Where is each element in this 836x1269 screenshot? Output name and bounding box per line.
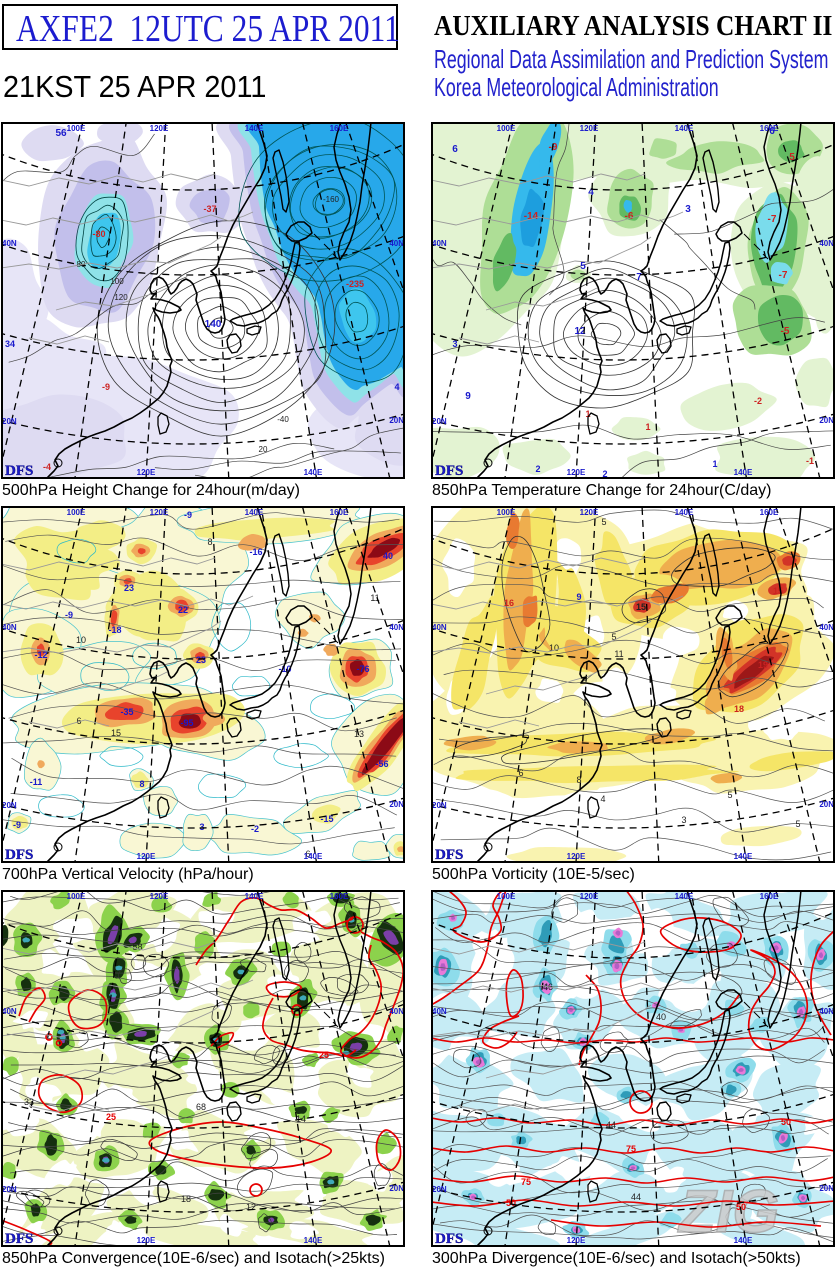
svg-text:-160: -160 xyxy=(323,195,340,204)
svg-text:-235: -235 xyxy=(346,279,364,289)
svg-text:2: 2 xyxy=(535,464,540,474)
svg-text:15: 15 xyxy=(636,602,646,612)
svg-text:-76: -76 xyxy=(356,664,369,674)
svg-text:6: 6 xyxy=(518,768,523,778)
svg-text:100: 100 xyxy=(110,277,124,286)
svg-text:5: 5 xyxy=(611,632,616,642)
svg-text:68: 68 xyxy=(196,1102,206,1112)
svg-text:-1: -1 xyxy=(806,456,814,466)
svg-text:34: 34 xyxy=(5,339,15,349)
svg-text:10: 10 xyxy=(76,635,86,645)
svg-text:12: 12 xyxy=(574,326,586,337)
svg-text:9: 9 xyxy=(576,592,581,602)
svg-text:3: 3 xyxy=(199,822,204,832)
svg-text:25: 25 xyxy=(106,1112,116,1122)
svg-text:7: 7 xyxy=(636,272,642,283)
svg-text:-9: -9 xyxy=(13,820,21,830)
svg-text:22: 22 xyxy=(178,605,188,615)
svg-text:1: 1 xyxy=(645,422,650,432)
svg-text:19: 19 xyxy=(758,660,768,670)
svg-text:11: 11 xyxy=(614,649,623,659)
svg-text:5: 5 xyxy=(601,517,606,527)
svg-text:50: 50 xyxy=(781,1117,791,1127)
svg-text:33: 33 xyxy=(24,1097,34,1107)
svg-text:-9: -9 xyxy=(184,510,192,520)
svg-text:5: 5 xyxy=(580,261,586,272)
svg-text:-35: -35 xyxy=(120,707,133,717)
svg-text:75: 75 xyxy=(521,1177,531,1187)
svg-text:25: 25 xyxy=(319,1050,329,1060)
svg-text:8: 8 xyxy=(576,775,581,785)
svg-text:11: 11 xyxy=(370,593,379,603)
svg-text:-14: -14 xyxy=(524,211,539,222)
svg-text:40: 40 xyxy=(656,1012,666,1022)
svg-text:18: 18 xyxy=(734,704,744,714)
svg-text:-40: -40 xyxy=(277,415,289,424)
svg-text:-37: -37 xyxy=(203,204,216,214)
svg-text:-7: -7 xyxy=(779,270,788,281)
svg-text:15: 15 xyxy=(111,728,121,738)
svg-text:-2: -2 xyxy=(251,824,259,834)
svg-text:5: 5 xyxy=(789,152,795,163)
svg-text:-80: -80 xyxy=(92,229,105,239)
svg-text:4: 4 xyxy=(600,794,605,804)
svg-text:20: 20 xyxy=(259,445,268,454)
svg-text:12: 12 xyxy=(246,1202,256,1212)
svg-text:9: 9 xyxy=(465,391,471,402)
svg-text:5: 5 xyxy=(795,819,800,829)
svg-text:-10: -10 xyxy=(278,664,291,674)
svg-text:-16: -16 xyxy=(249,547,262,557)
svg-text:3: 3 xyxy=(685,204,691,215)
svg-text:4: 4 xyxy=(588,187,594,198)
svg-text:8: 8 xyxy=(207,537,212,547)
svg-text:-12: -12 xyxy=(34,650,47,660)
svg-text:1: 1 xyxy=(585,409,590,419)
svg-text:18: 18 xyxy=(181,1194,191,1204)
svg-text:1: 1 xyxy=(712,459,717,469)
svg-text:-9: -9 xyxy=(65,610,73,620)
svg-text:10: 10 xyxy=(549,643,559,653)
svg-text:4: 4 xyxy=(394,382,399,392)
svg-text:44: 44 xyxy=(606,1120,616,1130)
svg-text:-95: -95 xyxy=(180,718,193,728)
svg-text:23: 23 xyxy=(196,655,206,665)
svg-text:-9: -9 xyxy=(102,382,110,392)
svg-text:16: 16 xyxy=(504,598,514,608)
svg-text:-15: -15 xyxy=(320,814,333,824)
svg-text:-4: -4 xyxy=(43,462,51,472)
svg-text:15: 15 xyxy=(773,586,783,596)
svg-text:75: 75 xyxy=(626,1144,636,1154)
svg-text:-18: -18 xyxy=(108,625,121,635)
svg-text:-11: -11 xyxy=(30,777,43,787)
svg-text:ZIG: ZIG xyxy=(677,1178,779,1245)
svg-text:5: 5 xyxy=(727,790,732,800)
svg-text:23: 23 xyxy=(124,583,134,593)
svg-text:6: 6 xyxy=(452,144,458,155)
svg-text:8: 8 xyxy=(139,779,144,789)
svg-text:140: 140 xyxy=(205,319,222,330)
svg-text:6: 6 xyxy=(76,716,81,726)
svg-text:3: 3 xyxy=(452,339,457,349)
svg-text:-6: -6 xyxy=(625,211,634,222)
svg-text:-58: -58 xyxy=(129,942,142,952)
svg-text:44: 44 xyxy=(631,1192,641,1202)
svg-text:-56: -56 xyxy=(375,759,388,769)
svg-text:120: 120 xyxy=(114,293,128,302)
svg-text:40: 40 xyxy=(383,551,393,561)
svg-text:3: 3 xyxy=(681,815,686,825)
svg-text:-2: -2 xyxy=(754,396,762,406)
svg-text:56: 56 xyxy=(55,128,67,139)
svg-text:-5: -5 xyxy=(781,326,790,337)
svg-text:-7: -7 xyxy=(768,214,777,225)
svg-text:2: 2 xyxy=(602,469,607,477)
